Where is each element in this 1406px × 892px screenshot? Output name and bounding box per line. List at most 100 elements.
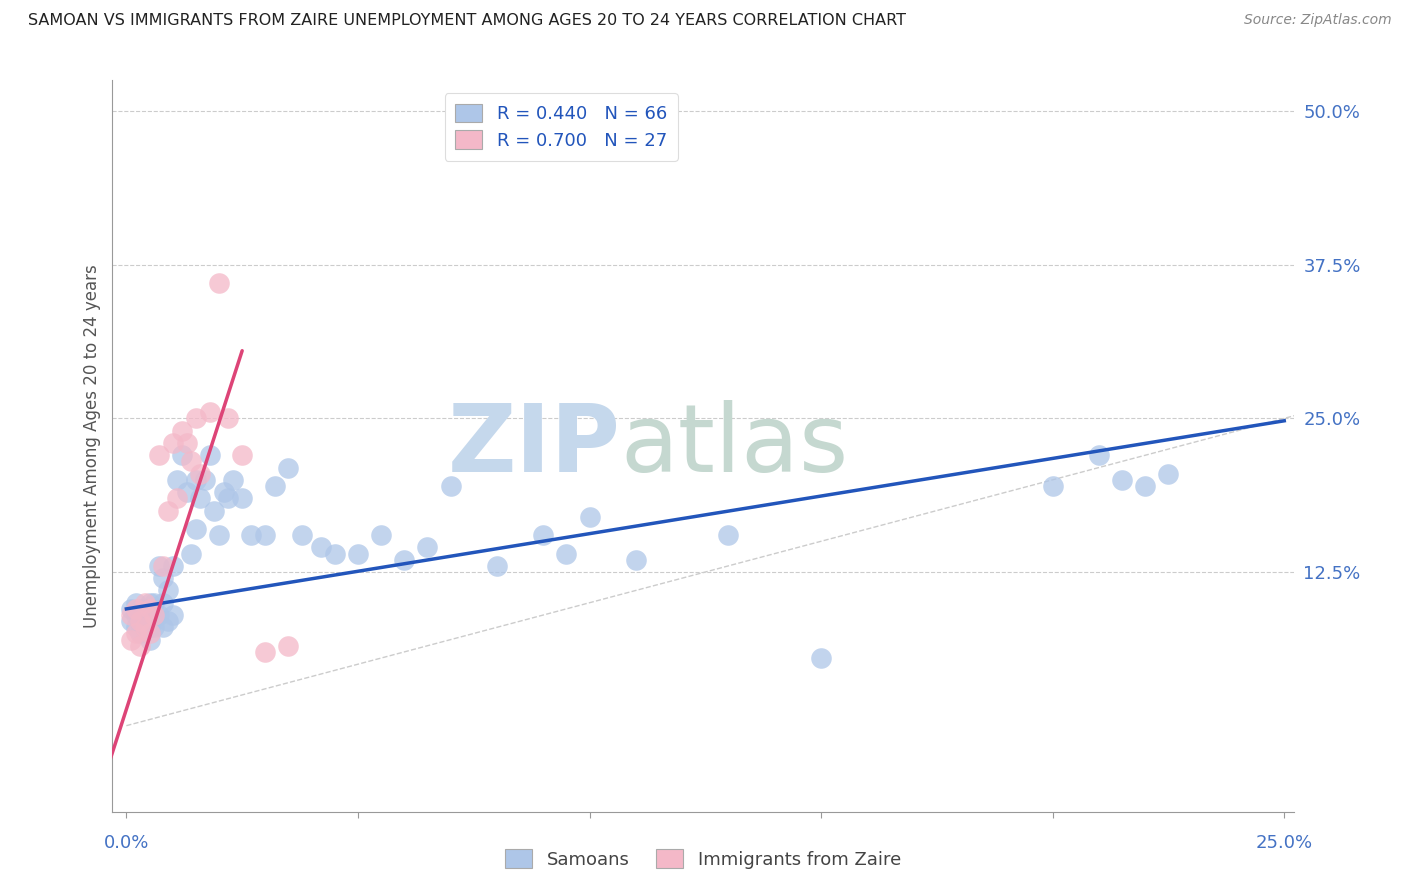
Point [129,614,152,628]
Point [347,547,370,561]
Point [1088,448,1111,462]
Y-axis label: Unemployment Among Ages 20 to 24 years: Unemployment Among Ages 20 to 24 years [83,264,101,628]
Point [810,651,832,665]
Point [231,491,253,506]
Legend: Samoans, Immigrants from Zaire: Samoans, Immigrants from Zaire [498,842,908,876]
Point [1157,467,1180,481]
Point [439,479,461,493]
Point [1135,479,1157,493]
Point [120,607,142,622]
Point [202,503,225,517]
Point [1042,479,1064,493]
Point [124,596,146,610]
Point [531,528,554,542]
Text: 0.0%: 0.0% [104,834,149,852]
Point [254,645,277,659]
Point [485,558,508,573]
Point [176,436,198,450]
Point [152,571,174,585]
Point [134,620,156,634]
Point [120,632,142,647]
Point [138,596,160,610]
Point [277,639,299,653]
Point [1111,473,1133,487]
Text: atlas: atlas [620,400,849,492]
Point [217,491,239,506]
Point [157,583,180,598]
Point [162,607,184,622]
Point [184,411,207,425]
Point [124,602,146,616]
Point [134,602,156,616]
Point [120,614,142,628]
Text: SAMOAN VS IMMIGRANTS FROM ZAIRE UNEMPLOYMENT AMONG AGES 20 TO 24 YEARS CORRELATI: SAMOAN VS IMMIGRANTS FROM ZAIRE UNEMPLOY… [28,13,905,29]
Point [143,596,166,610]
Point [157,614,180,628]
Point [129,639,152,653]
Point [184,522,207,536]
Text: ZIP: ZIP [447,400,620,492]
Point [134,596,156,610]
Point [222,473,245,487]
Point [170,424,193,438]
Point [212,485,235,500]
Point [624,552,647,566]
Point [143,620,166,634]
Point [134,620,156,634]
Point [555,547,578,561]
Point [370,528,392,542]
Point [143,607,166,622]
Point [138,602,160,616]
Point [152,558,174,573]
Point [198,448,221,462]
Point [166,491,188,506]
Point [277,460,299,475]
Point [138,607,160,622]
Point [138,632,160,647]
Point [124,626,146,640]
Point [157,503,180,517]
Point [152,620,174,634]
Point [162,436,184,450]
Point [138,626,160,640]
Point [208,528,231,542]
Point [148,558,170,573]
Point [170,448,193,462]
Point [184,473,207,487]
Point [176,485,198,500]
Point [148,448,170,462]
Point [263,479,285,493]
Point [416,541,439,555]
Text: 25.0%: 25.0% [1256,834,1313,852]
Point [134,614,156,628]
Point [217,411,239,425]
Point [129,614,152,628]
Point [194,473,217,487]
Point [138,620,160,634]
Point [717,528,740,542]
Point [578,509,600,524]
Point [394,552,416,566]
Point [323,547,346,561]
Point [240,528,263,542]
Point [129,602,152,616]
Point [190,467,212,481]
Text: Source: ZipAtlas.com: Source: ZipAtlas.com [1244,13,1392,28]
Point [208,276,231,290]
Point [166,473,188,487]
Point [180,454,202,468]
Point [254,528,277,542]
Point [190,491,212,506]
Point [162,558,184,573]
Point [148,607,170,622]
Point [231,448,253,462]
Point [120,602,142,616]
Point [198,405,221,419]
Point [124,620,146,634]
Point [143,607,166,622]
Point [152,596,174,610]
Point [129,626,152,640]
Point [124,607,146,622]
Point [309,541,332,555]
Point [291,528,314,542]
